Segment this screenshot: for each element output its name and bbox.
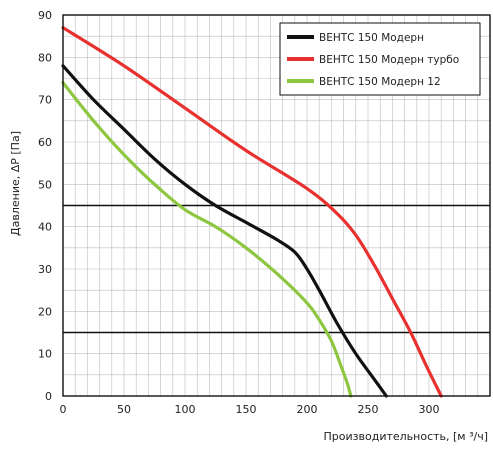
y-axis-label: Давление, ΔP [Па] xyxy=(9,131,22,236)
y-tick-label: 50 xyxy=(38,178,52,191)
y-tick-label: 80 xyxy=(38,51,52,64)
y-tick-label: 10 xyxy=(38,348,52,361)
series-layer xyxy=(61,26,443,398)
legend-label-3: ВЕНТС 150 Модерн 12 xyxy=(319,76,441,88)
x-tick-label: 100 xyxy=(175,403,196,416)
y-tick-label: 20 xyxy=(38,305,52,318)
x-tick-label: 200 xyxy=(297,403,318,416)
x-tick-label: 150 xyxy=(236,403,257,416)
legend-label-1: ВЕНТС 150 Модерн xyxy=(319,32,424,44)
x-tick-label: 0 xyxy=(60,403,67,416)
series-line-3 xyxy=(61,81,353,398)
x-tick-label: 300 xyxy=(419,403,440,416)
y-tick-label: 0 xyxy=(45,390,52,403)
y-tick-label: 30 xyxy=(38,263,52,276)
legend: ВЕНТС 150 Модерн ВЕНТС 150 Модерн турбо ВЕ… xyxy=(279,22,481,96)
x-axis-label: Производительность, [м ³/ч] xyxy=(324,430,488,443)
series-line-1 xyxy=(61,64,388,398)
legend-label-2: ВЕНТС 150 Модерн турбо xyxy=(319,54,459,66)
major-grid xyxy=(63,204,490,334)
series-line-2 xyxy=(61,26,443,398)
x-tick-label: 50 xyxy=(117,403,131,416)
plot-frame xyxy=(62,14,491,397)
y-tick-label: 90 xyxy=(38,9,52,22)
y-tick-label: 70 xyxy=(38,94,52,107)
x-tick-label: 250 xyxy=(358,403,379,416)
tick-labels: 0 50 100 150 200 250 300 0 10 20 30 40 50 60 70 80 90 xyxy=(38,9,440,416)
y-tick-label: 40 xyxy=(38,221,52,234)
y-tick-label: 60 xyxy=(38,136,52,149)
